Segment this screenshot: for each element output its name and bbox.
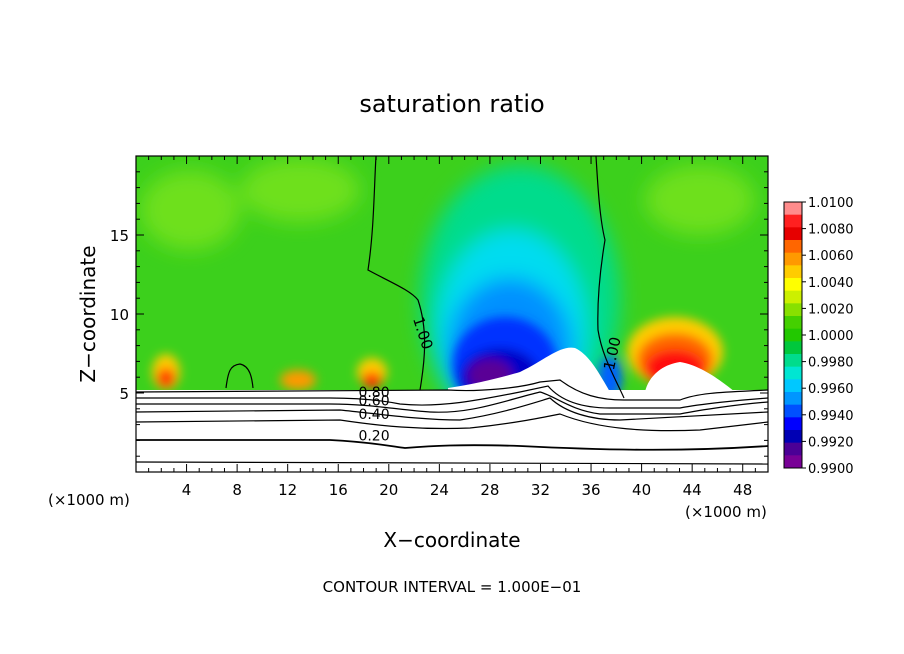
- colorbar-swatch: [784, 379, 802, 393]
- contour-line: [595, 156, 625, 399]
- chart-title: saturation ratio: [359, 90, 544, 118]
- y-tick-label: 10: [110, 306, 129, 324]
- contour-line: [136, 379, 768, 401]
- colorbar-label: 0.9900: [808, 462, 854, 477]
- colorbar-swatch: [784, 202, 802, 216]
- colorbar-swatch: [784, 290, 802, 304]
- contour-label-text: 0.20: [358, 428, 389, 444]
- colorbar-swatch: [784, 328, 802, 342]
- colorbar-swatch: [784, 417, 802, 431]
- contour-label: 0.40: [358, 407, 389, 423]
- x-tick-label: 32: [531, 481, 550, 499]
- colorbar-label: 1.0100: [808, 196, 854, 211]
- y-tick-label: 5: [119, 385, 129, 403]
- colorbar-swatch: [784, 278, 802, 292]
- x-unit-label-left: (×1000 m): [48, 491, 130, 509]
- colorbar-label: 1.0020: [808, 302, 854, 317]
- colorbar-label: 0.9960: [808, 382, 854, 397]
- contour-line: [136, 439, 768, 451]
- colorbar-swatch: [784, 442, 802, 456]
- colorbar-swatch: [784, 265, 802, 279]
- contour-label: 0.80: [358, 385, 389, 401]
- contour-line: [225, 363, 254, 389]
- x-tick-label: 28: [480, 481, 499, 499]
- x-tick-label: 24: [430, 481, 449, 499]
- colorbar-swatch: [784, 303, 802, 317]
- contour-line: [136, 385, 768, 409]
- colorbar-swatch: [784, 316, 802, 330]
- colorbar-swatch: [784, 404, 802, 418]
- y-axis: 5 10 15: [110, 171, 768, 457]
- colorbar-swatch: [784, 214, 802, 228]
- colorbar-label: 1.0080: [808, 223, 854, 238]
- field-blob: [240, 158, 360, 222]
- colorbar-swatch: [784, 392, 802, 406]
- colorbar-label: 0.9920: [808, 435, 854, 450]
- saturation-field: [136, 156, 768, 472]
- colorbar-label: 0.9980: [808, 356, 854, 371]
- x-tick-label: 20: [379, 481, 398, 499]
- y-tick-label: 15: [110, 227, 129, 245]
- x-axis-label: X−coordinate: [383, 528, 520, 552]
- x-tick-label: 48: [733, 481, 752, 499]
- x-tick-label: 12: [278, 481, 297, 499]
- colorbar-swatch: [784, 240, 802, 254]
- contour-interval-note: CONTOUR INTERVAL = 1.000E−01: [323, 578, 582, 596]
- colorbar-swatch: [784, 366, 802, 380]
- colorbar-swatch: [784, 455, 802, 469]
- contour-label-text: 0.40: [358, 407, 389, 423]
- contour-label-text: 0.80: [358, 385, 389, 401]
- field-blob: [645, 165, 755, 235]
- colorbar-label: 1.0000: [808, 329, 854, 344]
- colorbar-swatch: [784, 341, 802, 355]
- contour-label: 0.20: [358, 428, 389, 444]
- x-tick-label: 40: [632, 481, 651, 499]
- x-tick-label: 36: [581, 481, 600, 499]
- colorbar: 1.0100 1.0080 1.0060 1.0040 1.0020 1.0000 0.99…: [783, 196, 854, 477]
- contour-line: [367, 156, 426, 391]
- colorbar-swatch: [784, 354, 802, 368]
- contour-label: 0.60: [358, 394, 389, 410]
- x-axis: 4 8 12 16 20 24 28 32 36 40 44 48: [148, 156, 756, 499]
- contour-line: [136, 397, 768, 421]
- contour-label-text: 0.60: [358, 394, 389, 410]
- white-region: [448, 347, 610, 392]
- white-region: [645, 362, 735, 392]
- contour-line: [136, 391, 768, 415]
- field-blob: [140, 170, 240, 250]
- y-axis-label: Z−coordinate: [76, 245, 100, 382]
- x-tick-label: 44: [683, 481, 702, 499]
- colorbar-swatch: [784, 252, 802, 266]
- x-tick-label: 4: [182, 481, 192, 499]
- colorbar-label: 1.0060: [808, 249, 854, 264]
- x-unit-label-right: (×1000 m): [685, 503, 767, 521]
- field-blob: [280, 370, 316, 390]
- x-tick-label: 16: [329, 481, 348, 499]
- colorbar-swatch: [784, 430, 802, 444]
- field-blob: [362, 372, 382, 388]
- colorbar-swatch: [784, 227, 802, 241]
- x-tick-label: 8: [232, 481, 242, 499]
- colorbar-label: 0.9940: [808, 409, 854, 424]
- colorbar-label: 1.0040: [808, 276, 854, 291]
- contour-lines: [136, 156, 768, 465]
- contour-line: [136, 461, 768, 465]
- field-blob: [157, 368, 175, 388]
- contour-line: [136, 413, 768, 432]
